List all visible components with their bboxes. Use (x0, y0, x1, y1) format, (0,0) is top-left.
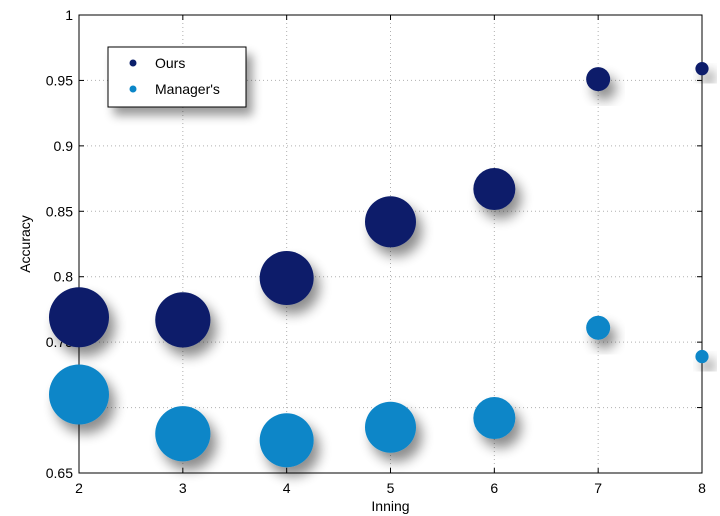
point-ours-2 (49, 287, 109, 348)
point-ours-8 (695, 62, 709, 76)
x-tick-label: 8 (698, 480, 706, 496)
y-tick-label: 1 (65, 7, 73, 23)
point-managers-5 (365, 401, 416, 453)
x-tick-label: 3 (179, 480, 187, 496)
x-tick-label: 2 (75, 480, 83, 496)
y-tick-label: 0.65 (46, 465, 73, 481)
y-tick-label: 0.85 (46, 203, 73, 219)
y-tick-label: 0.9 (54, 138, 74, 154)
legend-box (107, 46, 247, 108)
point-ours-5 (365, 196, 416, 248)
point-managers-3 (155, 406, 211, 462)
data-points (49, 62, 709, 468)
point-ours-4 (259, 251, 314, 306)
point-managers-6 (473, 397, 516, 440)
point-managers-2 (49, 364, 109, 425)
y-tick-label: 0.8 (54, 269, 74, 285)
legend-entry-label: Ours (155, 55, 185, 71)
legend-marker (129, 85, 137, 93)
y-axis-label: Accuracy (17, 215, 33, 273)
y-tick-label: 0.95 (46, 72, 73, 88)
legend-entry-label: Manager's (155, 81, 220, 97)
x-tick-label: 7 (594, 480, 602, 496)
x-axis-label: Inning (371, 498, 409, 514)
legend-marker (129, 59, 137, 67)
x-tick-label: 6 (490, 480, 498, 496)
x-axis-ticks: 2 3 4 5 6 7 8 (75, 15, 706, 496)
point-managers-7 (586, 315, 611, 340)
point-ours-7 (586, 67, 611, 92)
point-ours-6 (473, 168, 516, 211)
point-managers-8 (695, 349, 709, 364)
point-ours-3 (155, 292, 211, 348)
point-managers-4 (259, 413, 314, 468)
x-tick-label: 4 (283, 480, 291, 496)
x-tick-label: 5 (387, 480, 395, 496)
legend: Ours Manager's (107, 46, 247, 108)
